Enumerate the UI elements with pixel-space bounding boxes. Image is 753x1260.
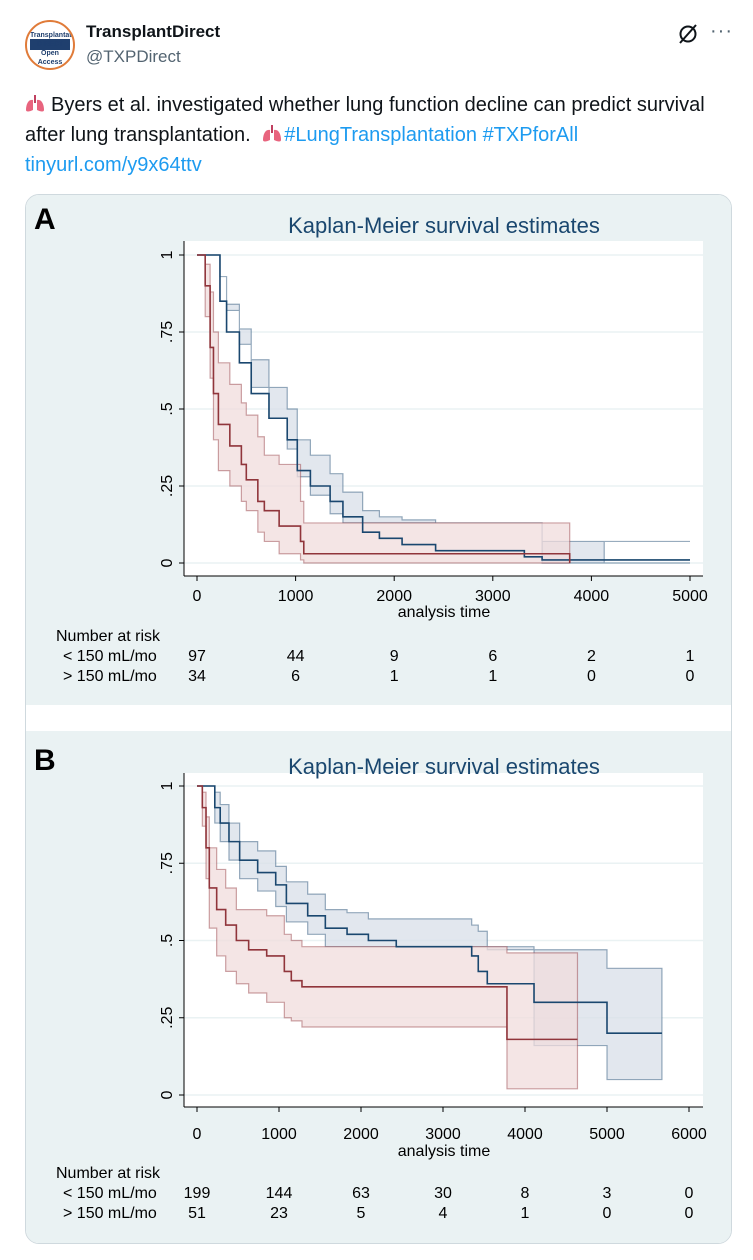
- x-tick-label: 3000: [475, 588, 511, 605]
- y-tick-label: 0: [159, 1090, 176, 1099]
- x-tick-label: 5000: [589, 1126, 625, 1143]
- grok-icon[interactable]: [676, 22, 700, 46]
- risk-count: 44: [287, 648, 305, 665]
- risk-count: 63: [352, 1185, 370, 1202]
- risk-row-label: < 150 mL/mo: [63, 1185, 157, 1202]
- survival-curve-1: [197, 785, 578, 1041]
- avatar-logo-text: Transplantation DIRECT Open Access: [30, 32, 74, 66]
- more-icon[interactable]: ···: [710, 20, 733, 42]
- x-tick-label: 0: [193, 588, 202, 605]
- avatar[interactable]: Transplantation DIRECT Open Access: [25, 20, 75, 70]
- hashtag-txpforall[interactable]: #TXPforAll: [482, 124, 579, 146]
- survival-curve-0: [197, 254, 690, 561]
- risk-count: 6: [291, 668, 300, 685]
- risk-count: 4: [439, 1205, 448, 1222]
- risk-count: 34: [188, 668, 206, 685]
- confidence-band-1: [197, 254, 571, 564]
- km-chart-b: B Kaplan-Meier survival estimates 0 .25 .5 .7…: [34, 744, 707, 1222]
- risk-count: 30: [434, 1185, 452, 1202]
- x-tick-label: 1000: [261, 1126, 297, 1143]
- risk-count: 1: [488, 668, 497, 685]
- risk-count: 23: [270, 1205, 288, 1222]
- risk-count: 3: [603, 1185, 612, 1202]
- author-handle[interactable]: @TXPDirect: [86, 47, 181, 66]
- chart-title: Kaplan-Meier survival estimates: [288, 754, 600, 779]
- y-tick-label: 1: [159, 250, 176, 259]
- risk-count: 1: [390, 668, 399, 685]
- tweet-text: Byers et al. investigated whether lung f…: [25, 90, 735, 180]
- avatar-logo-band: [30, 39, 70, 50]
- x-tick-label: 1000: [278, 588, 314, 605]
- risk-count: 2: [587, 648, 596, 665]
- risk-count: 51: [188, 1205, 206, 1222]
- y-tick-label: 0: [159, 558, 176, 567]
- x-tick-label: 5000: [672, 588, 708, 605]
- x-tick-label: 2000: [376, 588, 412, 605]
- risk-count: 0: [686, 668, 695, 685]
- x-axis-label: analysis time: [398, 1143, 491, 1160]
- risk-count: 0: [685, 1205, 694, 1222]
- x-tick-label: 4000: [574, 588, 610, 605]
- y-tick-label: .25: [159, 475, 176, 497]
- risk-count: 0: [603, 1205, 612, 1222]
- y-tick-label: 1: [159, 781, 176, 790]
- panel-label: B: [34, 744, 56, 777]
- survival-curve-0: [197, 785, 662, 1035]
- y-tick-label: .25: [159, 1007, 176, 1029]
- confidence-band-1: [197, 785, 579, 1090]
- x-tick-label: 2000: [343, 1126, 379, 1143]
- risk-count: 0: [685, 1185, 694, 1202]
- y-tick-label: .75: [159, 852, 176, 874]
- risk-row-label: < 150 mL/mo: [63, 648, 157, 665]
- x-tick-label: 0: [193, 1126, 202, 1143]
- lungs-emoji-icon: [263, 125, 282, 142]
- risk-count: 199: [184, 1185, 211, 1202]
- chart-panel-a: A Kaplan-Meier survival estimates 0 .25 .5 .7…: [26, 195, 731, 705]
- risk-count: 0: [587, 668, 596, 685]
- risk-count: 9: [390, 648, 399, 665]
- risk-count: 6: [488, 648, 497, 665]
- km-chart-a: A Kaplan-Meier survival estimates 0 .25 .5 .7…: [34, 203, 708, 685]
- lungs-emoji-icon: [26, 95, 44, 112]
- risk-table-title: Number at risk: [56, 1165, 161, 1182]
- article-link[interactable]: tinyurl.com/y9x64ttv: [25, 154, 202, 176]
- risk-row-label: > 150 mL/mo: [63, 668, 157, 685]
- survival-curve-1: [197, 254, 571, 563]
- chart-panel-b: B Kaplan-Meier survival estimates 0 .25 .5 .7…: [26, 731, 731, 1243]
- risk-count: 1: [521, 1205, 530, 1222]
- y-tick-label: .75: [159, 321, 176, 343]
- risk-table-title: Number at risk: [56, 628, 161, 645]
- x-tick-label: 4000: [507, 1126, 543, 1143]
- x-tick-label: 6000: [671, 1126, 707, 1143]
- risk-count: 5: [357, 1205, 366, 1222]
- x-tick-label: 3000: [425, 1126, 461, 1143]
- y-tick-label: .5: [159, 402, 176, 415]
- y-tick-label: .5: [159, 934, 176, 947]
- risk-count: 97: [188, 648, 206, 665]
- risk-count: 144: [266, 1185, 293, 1202]
- x-axis-label: analysis time: [398, 604, 491, 621]
- chart-title: Kaplan-Meier survival estimates: [288, 213, 600, 238]
- hashtag-lungtransplantation[interactable]: #LungTransplantation: [284, 124, 477, 146]
- risk-count: 8: [521, 1185, 530, 1202]
- panel-label: A: [34, 203, 56, 236]
- media-image[interactable]: A Kaplan-Meier survival estimates 0 .25 .5 .7…: [25, 194, 732, 1244]
- author-name[interactable]: TransplantDirect: [86, 22, 221, 41]
- risk-row-label: > 150 mL/mo: [63, 1205, 157, 1222]
- tweet-body: Byers et al. investigated whether lung f…: [25, 94, 705, 146]
- risk-count: 1: [686, 648, 695, 665]
